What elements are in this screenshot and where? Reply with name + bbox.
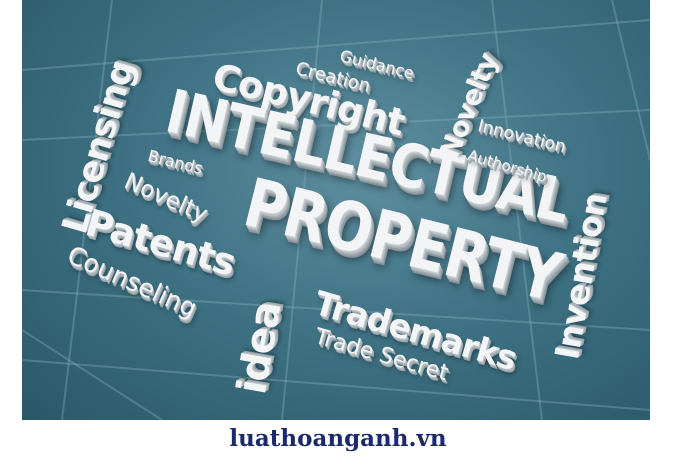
background-grid bbox=[22, 0, 650, 420]
site-watermark: luathoanganh.vn bbox=[229, 425, 447, 452]
word-cloud-image: Guidance Creation Copyright Licensing IN… bbox=[22, 0, 650, 420]
footer: luathoanganh.vn bbox=[0, 420, 676, 470]
